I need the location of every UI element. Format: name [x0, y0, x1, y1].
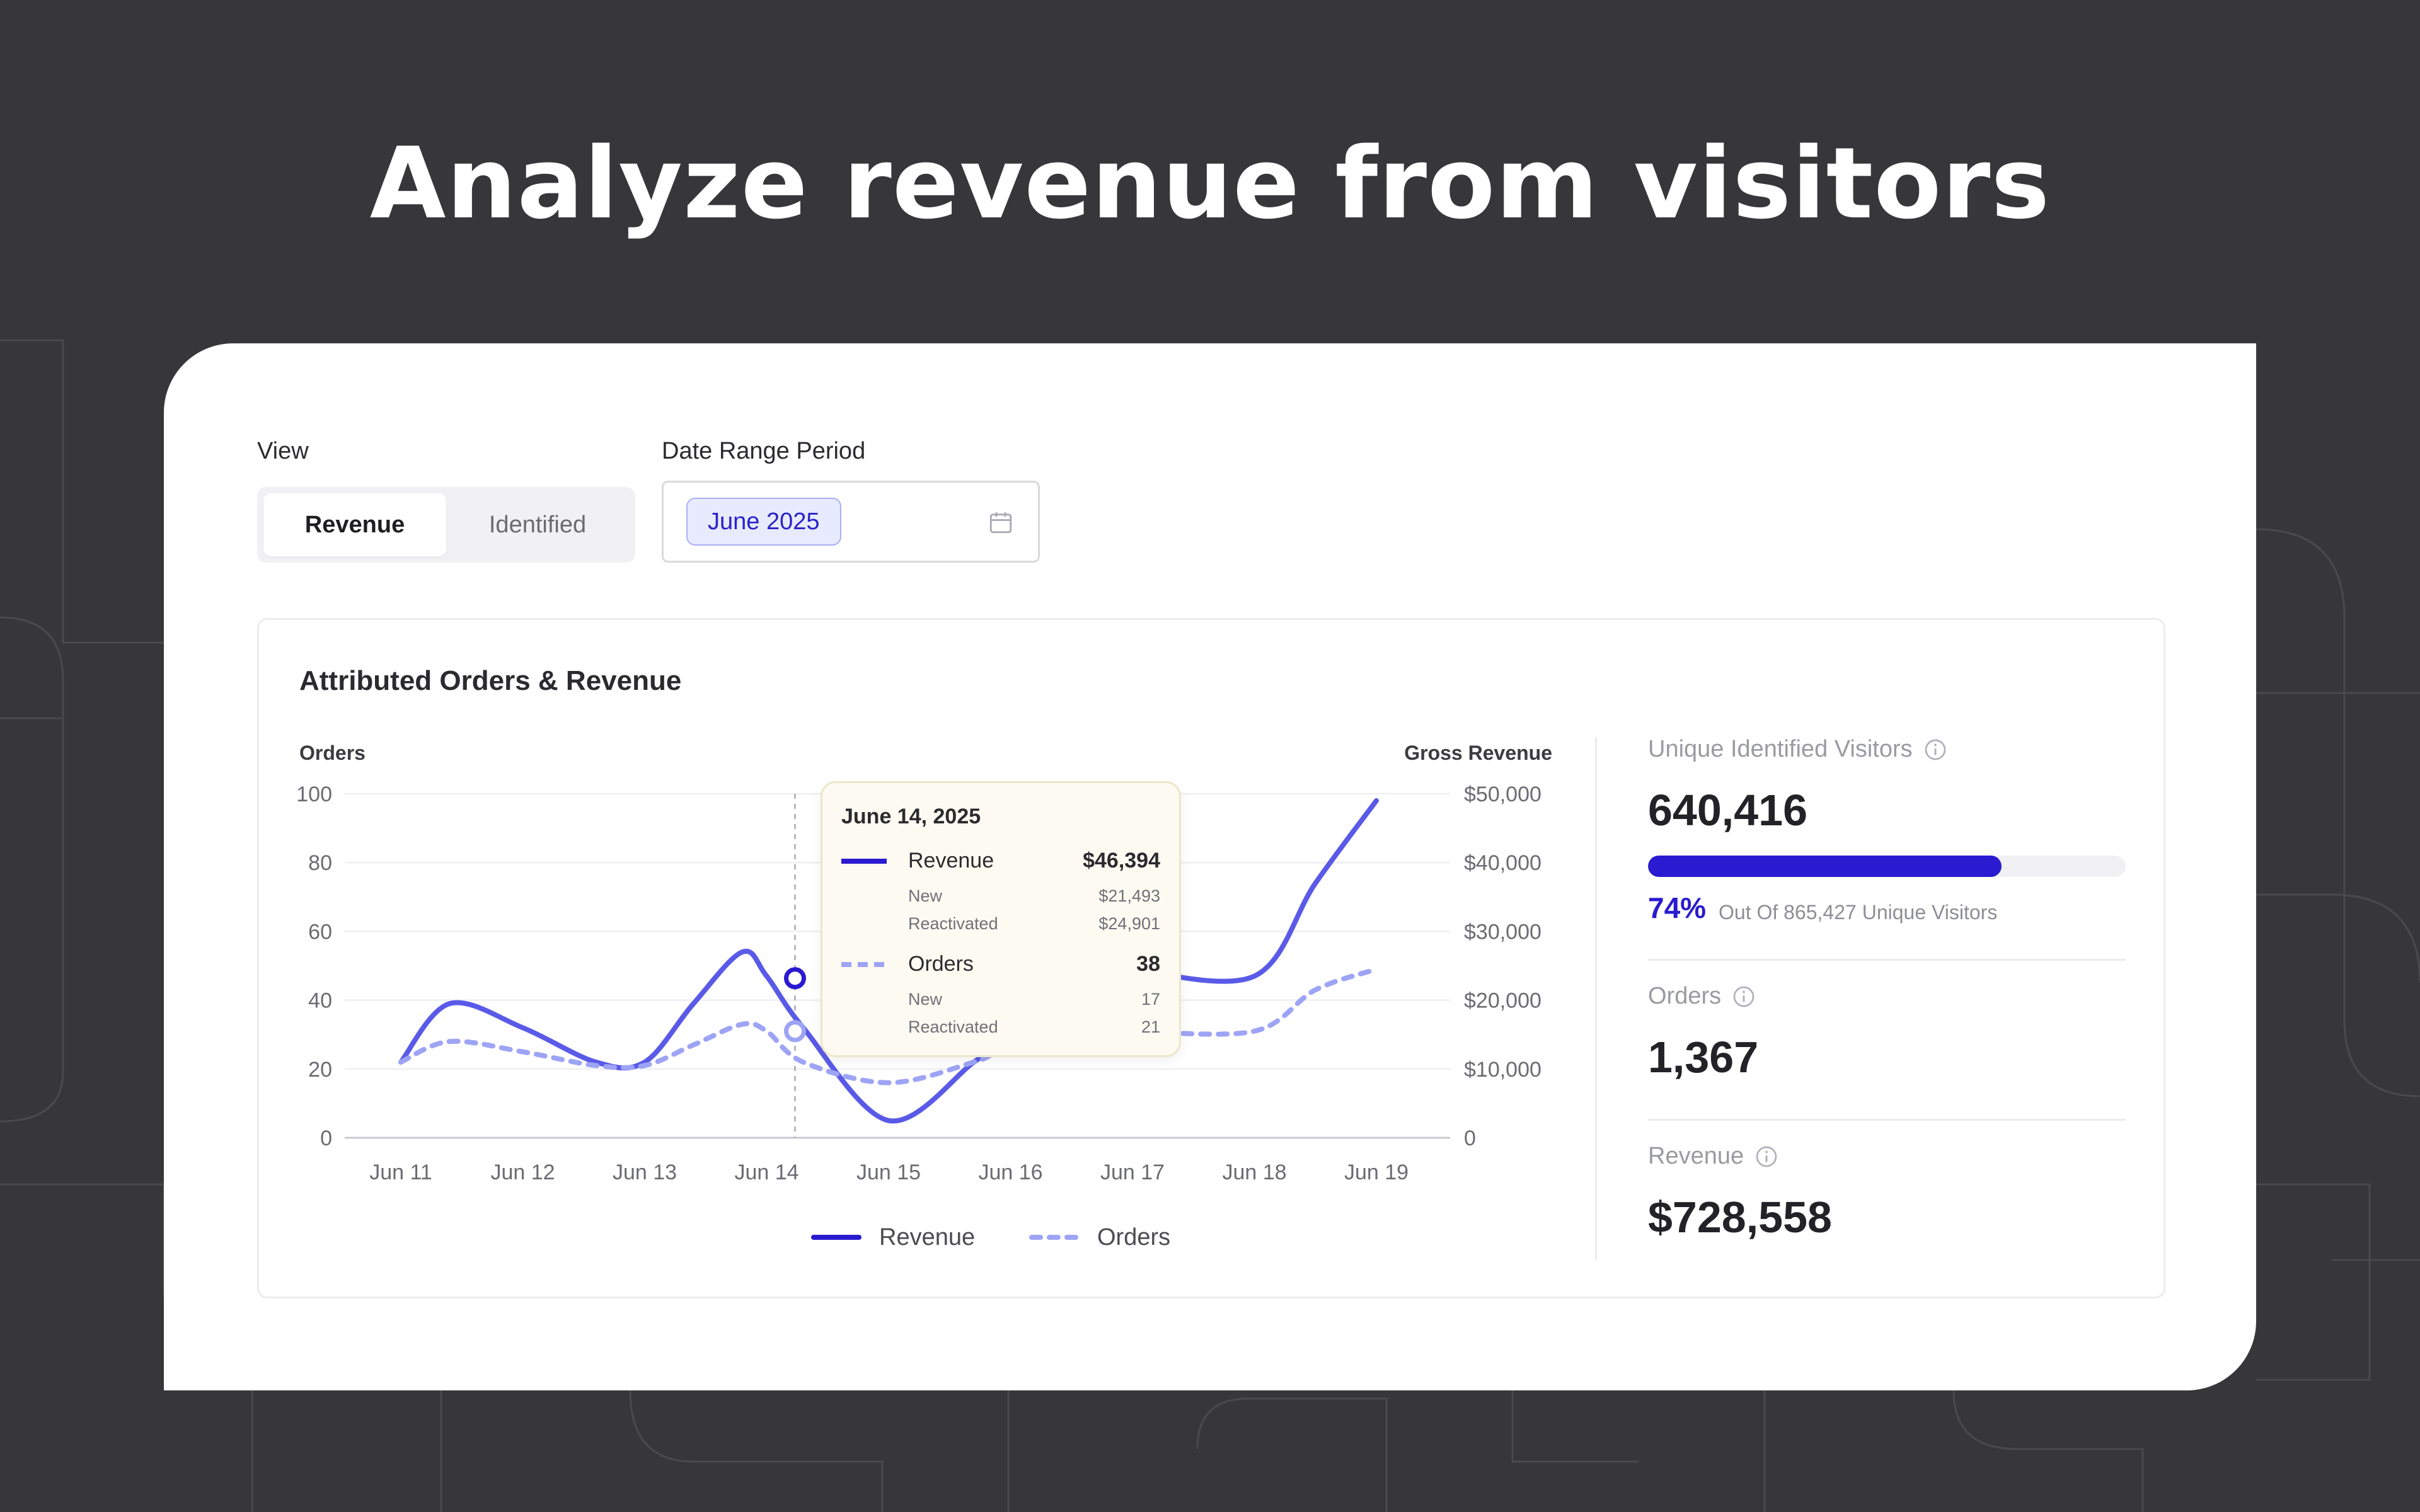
info-icon[interactable]: [1731, 984, 1756, 1009]
stats-divider: [1648, 1119, 2126, 1121]
x-tick-label: Jun 18: [1222, 1160, 1286, 1184]
tooltip-revenue-new-row: New $21,493: [841, 886, 1160, 906]
revenue-stat-value: $728,558: [1648, 1193, 1832, 1242]
y-tick-right: $30,000: [1464, 920, 1541, 944]
x-tick-label: Jun 11: [369, 1160, 432, 1184]
view-option-revenue[interactable]: Revenue: [263, 493, 446, 556]
tooltip-revenue-reactivated-row: Reactivated $24,901: [841, 914, 1160, 934]
orders-revenue-chart: 100 $50,000 80 $40,000 60 $30,000 40 $20,000 20 $…: [296, 742, 1552, 1251]
y-axis-left-title: Orders: [299, 742, 366, 764]
date-range-chip[interactable]: June 2025: [686, 498, 841, 546]
visitors-stat-label: Unique Identified Visitors: [1648, 736, 1948, 763]
y-tick-left: 0: [320, 1126, 332, 1150]
view-toggle: Revenue Identified: [257, 487, 635, 563]
tooltip-revenue-label: Revenue: [908, 849, 994, 873]
orders-highlight-point: [784, 1020, 806, 1043]
orders-series-line: [398, 966, 1379, 1085]
visitors-progress-fill: [1648, 856, 2002, 877]
tooltip-revenue-value: $46,394: [1083, 849, 1160, 873]
x-tick-label: Jun 19: [1344, 1160, 1409, 1184]
visitors-progress-bar: [1648, 856, 2126, 877]
visitors-percent: 74%: [1648, 891, 1707, 924]
y-tick-left: 20: [308, 1058, 332, 1082]
tooltip-orders-row: Orders 38: [841, 952, 1160, 976]
revenue-label-text: Revenue: [1648, 1143, 1744, 1169]
legend-label-revenue: Revenue: [879, 1224, 975, 1251]
y-tick-right: $10,000: [1464, 1058, 1541, 1082]
revenue-stat-label: Revenue: [1648, 1143, 1779, 1170]
y-tick-right: $50,000: [1464, 782, 1541, 806]
y-tick-left: 100: [296, 782, 332, 806]
visitors-stat-value: 640,416: [1648, 786, 1808, 835]
x-tick-label: Jun 14: [734, 1160, 798, 1184]
view-option-identified[interactable]: Identified: [488, 511, 587, 538]
y-tick-right: $20,000: [1464, 989, 1541, 1013]
orders-label-text: Orders: [1648, 983, 1722, 1009]
x-tick-label: Jun 15: [856, 1160, 921, 1184]
tooltip-revenue-reactivated-value: $24,901: [1098, 914, 1160, 933]
tooltip-orders-label: Orders: [908, 952, 974, 976]
tooltip-orders-new-row: New 17: [841, 990, 1160, 1009]
y-axis-right-title: Gross Revenue: [1404, 742, 1552, 764]
tooltip-orders-new-value: 17: [1141, 990, 1160, 1009]
orders-revenue-panel: Attributed Orders & Revenue 100 $50,000 80…: [257, 618, 2165, 1298]
x-tick-label: Jun 12: [490, 1160, 555, 1184]
tooltip-orders-reactivated-label: Reactivated: [908, 1017, 998, 1036]
orders-stat-value: 1,367: [1648, 1033, 1759, 1082]
orders-swatch: [841, 961, 887, 967]
y-tick-left: 40: [308, 989, 332, 1013]
date-range-label: Date Range Period: [662, 438, 866, 464]
info-icon[interactable]: [1754, 1144, 1779, 1169]
view-label: View: [257, 438, 309, 464]
visitors-label-text: Unique Identified Visitors: [1648, 736, 1913, 762]
revenue-series-line: [398, 798, 1379, 1124]
tooltip-revenue-row: Revenue $46,394: [841, 849, 1160, 873]
tooltip-revenue-reactivated-label: Reactivated: [908, 914, 998, 933]
x-tick-label: Jun 17: [1100, 1160, 1165, 1184]
y-tick-right: $40,000: [1464, 851, 1541, 875]
dashboard-card: View Revenue Identified Date Range Perio…: [164, 343, 2256, 1390]
orders-stat-label: Orders: [1648, 983, 1756, 1010]
y-tick-left: 80: [308, 851, 332, 875]
x-tick-label: Jun 16: [978, 1160, 1042, 1184]
x-tick-label: Jun 13: [613, 1160, 677, 1184]
revenue-swatch: [841, 858, 887, 864]
chart-tooltip: June 14, 2025 Revenue $46,394 New $21,49…: [821, 781, 1181, 1057]
tooltip-orders-new-label: New: [908, 990, 943, 1009]
tooltip-revenue-new-value: $21,493: [1098, 886, 1160, 905]
date-range-picker[interactable]: June 2025: [662, 481, 1040, 563]
tooltip-orders-reactivated-value: 21: [1141, 1017, 1160, 1036]
revenue-highlight-point: [784, 967, 806, 990]
page-headline: Analyze revenue from visitors: [369, 126, 2051, 241]
panel-divider: [1595, 737, 1597, 1260]
tooltip-orders-reactivated-row: Reactivated 21: [841, 1017, 1160, 1037]
y-tick-right: 0: [1464, 1126, 1476, 1150]
tooltip-date: June 14, 2025: [841, 805, 981, 828]
calendar-icon[interactable]: [988, 509, 1014, 536]
info-icon[interactable]: [1923, 737, 1948, 762]
tooltip-revenue-new-label: New: [908, 886, 943, 905]
y-tick-left: 60: [308, 920, 332, 944]
visitors-percent-note: Out Of 865,427 Unique Visitors: [1719, 901, 1998, 924]
panel-title: Attributed Orders & Revenue: [299, 665, 682, 696]
legend-label-orders: Orders: [1097, 1224, 1170, 1251]
stats-divider: [1648, 959, 2126, 961]
tooltip-orders-value: 38: [1136, 952, 1160, 976]
